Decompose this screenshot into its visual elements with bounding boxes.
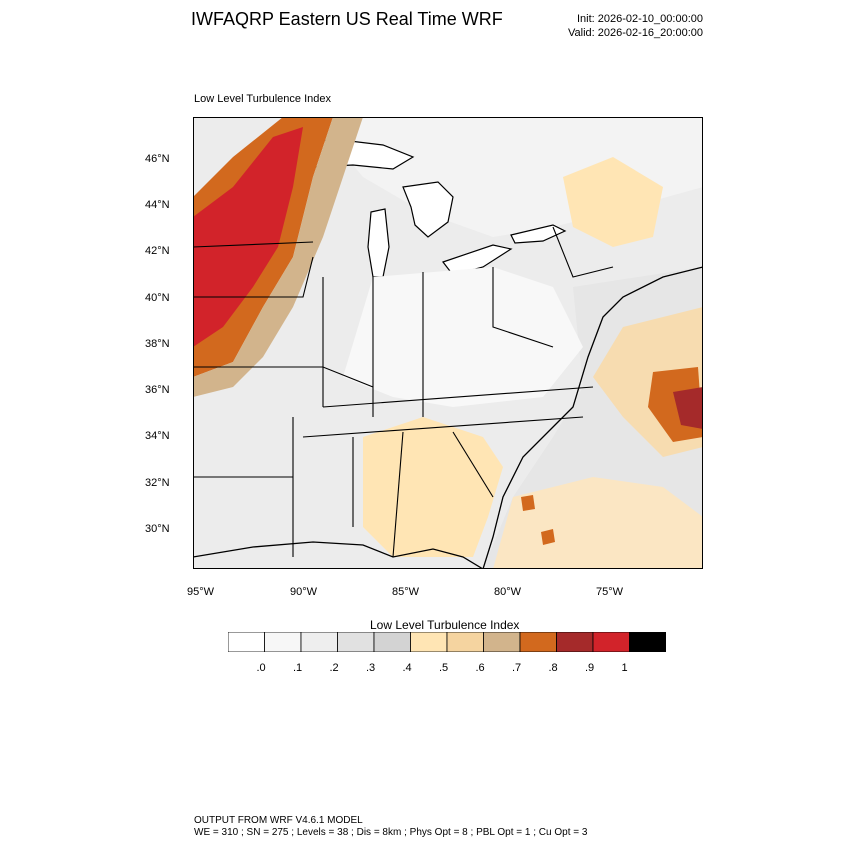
- colorbar-tick-label: .6: [475, 662, 485, 674]
- colorbar-swatch: [592, 632, 630, 652]
- colorbar-swatch: [410, 632, 448, 652]
- lat-tick-label: 42°N: [145, 245, 170, 257]
- lon-tick-label: 75°W: [596, 586, 624, 598]
- new-england-tan: [563, 157, 663, 247]
- lat-tick-label: 30°N: [145, 523, 170, 535]
- colorbar-swatch: [519, 632, 557, 652]
- southeast-tan: [363, 417, 503, 557]
- colorbar-swatch: [629, 632, 666, 652]
- turbulence-map: [193, 117, 703, 569]
- colorbar-tick-label: .4: [402, 662, 412, 674]
- ohio-valley-white: [343, 267, 583, 407]
- lon-tick-label: 85°W: [392, 586, 420, 598]
- lat-tick-label: 44°N: [145, 199, 170, 211]
- colorbar-swatch: [337, 632, 375, 652]
- lat-tick-label: 46°N: [145, 153, 170, 165]
- colorbar-swatch: [556, 632, 594, 652]
- colorbar-swatch: [446, 632, 484, 652]
- west-red-core: [193, 127, 303, 347]
- lon-tick-label: 90°W: [290, 586, 318, 598]
- colorbar-swatch: [264, 632, 302, 652]
- lon-tick-label: 95°W: [187, 586, 215, 598]
- colorbar-tick-label: .1: [293, 662, 303, 674]
- map-frame: [193, 117, 703, 569]
- atlantic-coastline: [482, 266, 703, 569]
- colorbar-tick-label: .9: [585, 662, 595, 674]
- colorbar-tick-label: .8: [548, 662, 558, 674]
- lat-tick-label: 38°N: [145, 338, 170, 350]
- colorbar-swatch: [373, 632, 411, 652]
- model-settings: WE = 310 ; SN = 275 ; Levels = 38 ; Dis …: [194, 827, 588, 838]
- lat-tick-label: 36°N: [145, 384, 170, 396]
- atlantic-hotspot-core: [673, 387, 703, 429]
- colorbar-tick-label: 1: [621, 662, 628, 674]
- valid-time: Valid: 2026-02-16_20:00:00: [568, 27, 703, 39]
- colorbar-swatch: [483, 632, 521, 652]
- atlantic-warm-patch-south: [493, 477, 703, 569]
- plot-title: IWFAQRP Eastern US Real Time WRF: [191, 9, 503, 29]
- colorbar-swatch: [228, 632, 265, 652]
- colorbar: [228, 632, 666, 652]
- state-boundaries: [193, 226, 614, 558]
- lake-ontario: [510, 224, 567, 244]
- atlantic-spot: [521, 495, 535, 511]
- colorbar-title: Low Level Turbulence Index: [370, 618, 520, 632]
- model-info: OUTPUT FROM WRF V4.6.1 MODEL: [194, 815, 363, 826]
- atlantic-spot-2: [541, 529, 555, 545]
- lake-huron: [402, 181, 454, 238]
- colorbar-swatch: [300, 632, 338, 652]
- init-time: Init: 2026-02-10_00:00:00: [577, 13, 703, 25]
- lat-tick-label: 32°N: [145, 477, 170, 489]
- lon-tick-label: 80°W: [494, 586, 522, 598]
- colorbar-tick-label: .5: [439, 662, 449, 674]
- west-tan-edge: [193, 117, 363, 397]
- colorbar-tick-label: .2: [329, 662, 339, 674]
- gulf-coastline: [193, 541, 484, 569]
- colorbar-tick-label: .0: [256, 662, 266, 674]
- lat-tick-label: 34°N: [145, 430, 170, 442]
- colorbar-tick-label: .3: [366, 662, 376, 674]
- map-subtitle: Low Level Turbulence Index: [194, 93, 331, 105]
- colorbar-tick-label: .7: [512, 662, 522, 674]
- lat-tick-label: 40°N: [145, 292, 170, 304]
